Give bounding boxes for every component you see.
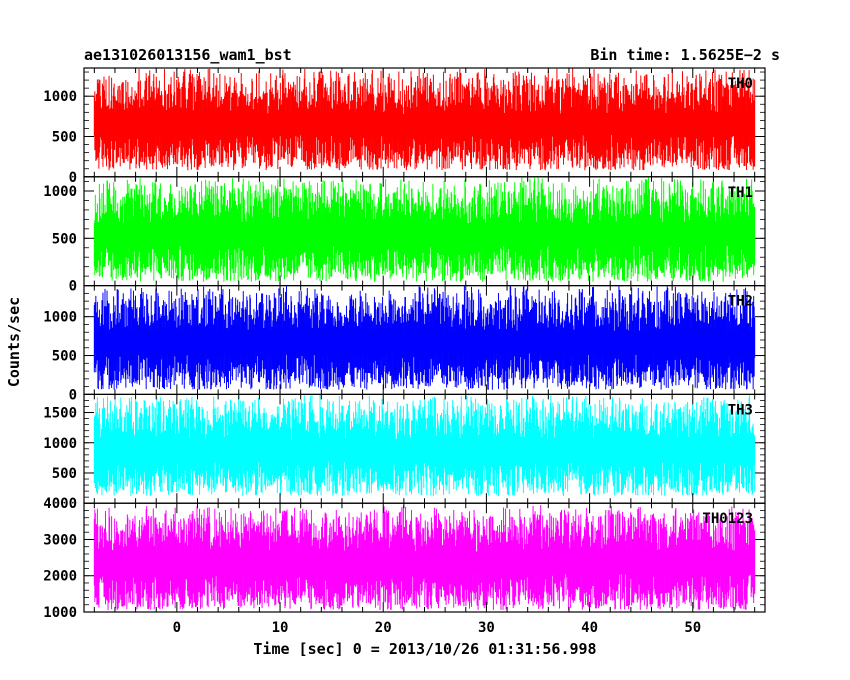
x-tick-label-30: 30 (478, 620, 495, 636)
series-th0 (93, 68, 756, 171)
panel-label-th0: TH0 (728, 76, 753, 92)
y-tick-label-th0123-3000: 3000 (43, 532, 77, 548)
series-th3 (93, 394, 756, 496)
panel-label-th3: TH3 (728, 402, 753, 418)
y-axis-label: Counts/sec (5, 297, 23, 387)
x-tick-label-0: 0 (173, 620, 181, 636)
y-tick-label-th0-0: 0 (69, 170, 77, 186)
y-tick-label-th0-1000: 1000 (43, 89, 77, 105)
series-th1 (93, 176, 756, 282)
y-tick-label-th3-1000: 1000 (43, 436, 77, 452)
y-tick-label-th3-1500: 1500 (43, 406, 77, 422)
y-tick-label-th0123-2000: 2000 (43, 569, 77, 585)
y-tick-label-th0123-1000: 1000 (43, 605, 77, 621)
x-tick-label-40: 40 (581, 620, 598, 636)
panel-label-th1: TH1 (728, 185, 753, 201)
panel-label-th2: TH2 (728, 294, 753, 310)
x-tick-label-20: 20 (375, 620, 392, 636)
x-axis-label: Time [sec] 0 = 2013/10/26 01:31:56.998 (253, 640, 596, 658)
chart-title-right: Bin time: 1.5625E−2 s (590, 46, 780, 64)
y-tick-label-th1-500: 500 (52, 231, 77, 247)
y-tick-label-th2-500: 500 (52, 349, 77, 365)
y-tick-label-th2-1000: 1000 (43, 310, 77, 326)
panels-group: 0 500 1000 TH0 0 500 1000 TH1 0 500 1000 TH2 500 1000… (43, 67, 766, 621)
y-tick-label-th1-1000: 1000 (43, 184, 77, 200)
x-tick-label-10: 10 (272, 620, 289, 636)
series-th2 (93, 285, 756, 390)
x-axis: 0 10 20 30 40 50 (173, 620, 702, 636)
y-tick-label-th0-500: 500 (52, 130, 77, 146)
y-tick-label-th1-0: 0 (69, 279, 77, 295)
series-th0123 (93, 505, 756, 611)
panel-label-th0123: TH0123 (702, 511, 753, 527)
y-tick-label-th2-0: 0 (69, 387, 77, 403)
y-tick-label-th3-500: 500 (52, 466, 77, 482)
chart-title-left: ae131026013156_wam1_bst (84, 46, 292, 64)
y-tick-label-th0123-4000: 4000 (43, 496, 77, 512)
x-tick-label-50: 50 (684, 620, 701, 636)
